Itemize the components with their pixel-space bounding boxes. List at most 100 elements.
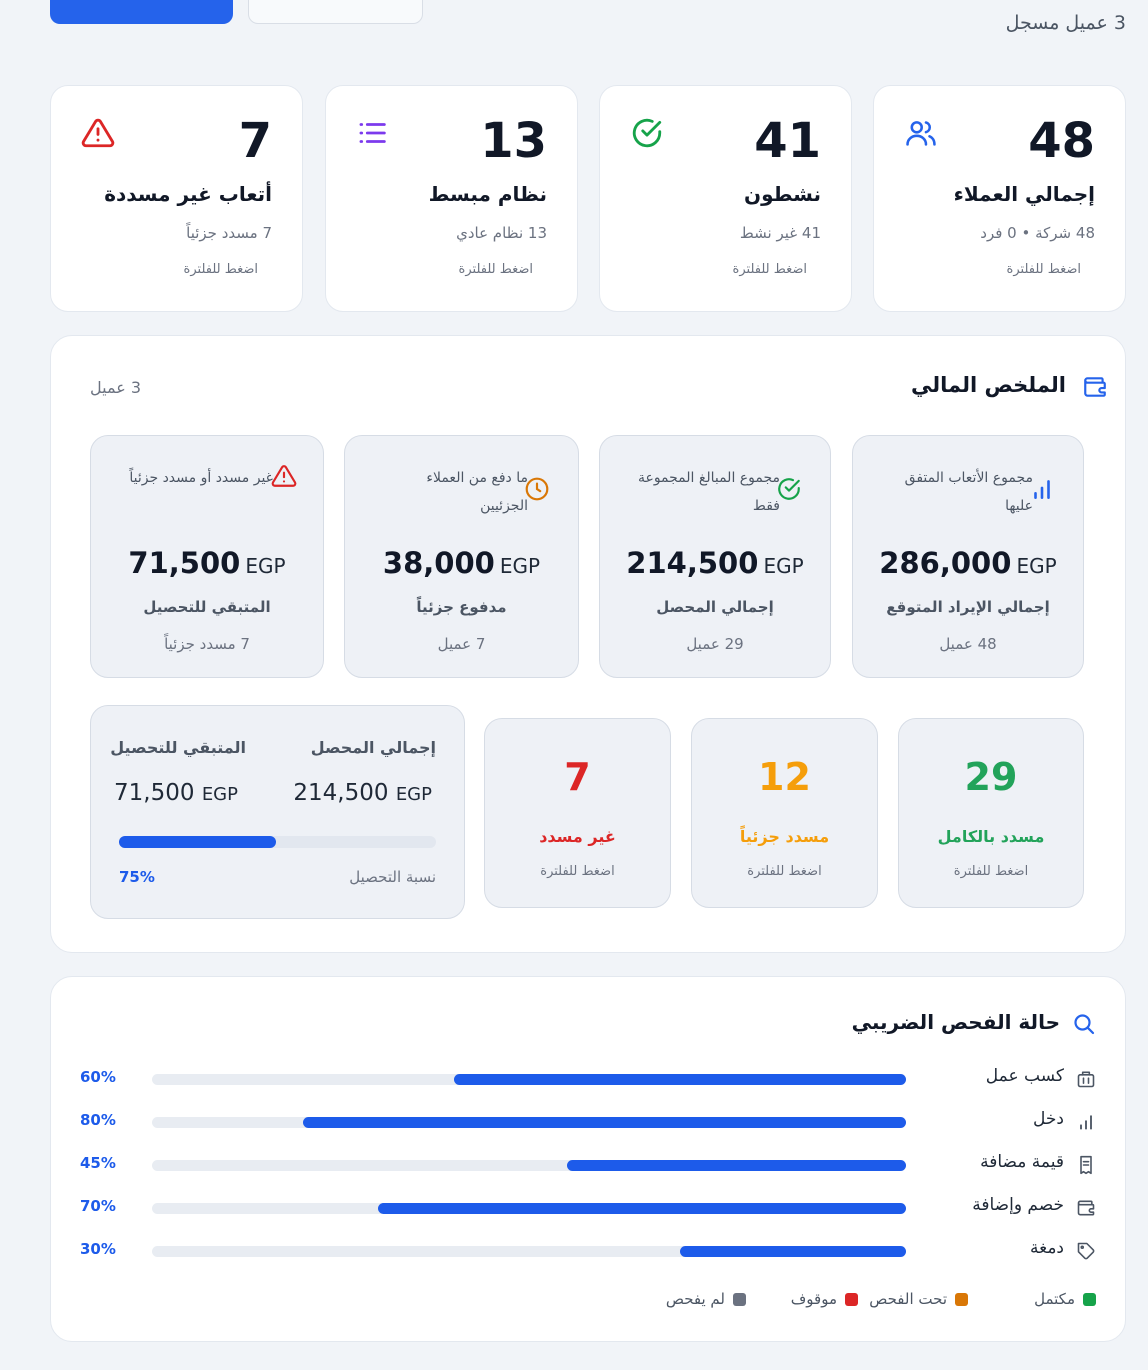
- tax-progress-fill: [566, 1160, 906, 1171]
- status-label: مسدد جزئياً: [739, 827, 830, 846]
- fin-card-caption: إجمالي المحصل: [656, 598, 774, 616]
- fin-card-label: مجموع المبالغ المجموعة فقط: [637, 470, 780, 514]
- tax-progress-track: [152, 1160, 906, 1171]
- fin-card-subtext: 29 عميل: [686, 635, 744, 653]
- legend-item-not-inspected: لم يفحص: [666, 1290, 746, 1308]
- tax-row-income: دخل 80%: [80, 1107, 1098, 1137]
- tax-row-work-income: كسب عمل 60%: [80, 1064, 1098, 1094]
- tax-row-percent: 30%: [80, 1240, 116, 1258]
- status-count: 12: [758, 755, 811, 799]
- tax-progress-track: [152, 1117, 906, 1128]
- tax-row-vat: قيمة مضافة 45%: [80, 1150, 1098, 1180]
- wallet-icon: [1076, 1198, 1096, 1218]
- legend-label: موقوف: [790, 1290, 837, 1308]
- status-card-partially-paid[interactable]: 12 مسدد جزئياً اضغط للفلترة: [691, 718, 878, 908]
- tax-row-percent: 45%: [80, 1154, 116, 1172]
- status-label: مسدد بالكامل: [937, 827, 1045, 846]
- bar-chart-icon: [1029, 476, 1055, 502]
- stat-value: 13: [480, 113, 547, 169]
- legend-item-under-review: تحت الفحص: [869, 1290, 968, 1308]
- tax-row-percent: 60%: [80, 1068, 116, 1086]
- tax-inspection-panel: [50, 976, 1126, 1342]
- legend-label: لم يفحص: [665, 1290, 725, 1308]
- tax-progress-track: [152, 1246, 906, 1257]
- tax-status-legend: مكتمل تحت الفحص موقوف لم يفحص: [640, 1290, 1096, 1312]
- collection-rate-label: نسبة التحصيل: [349, 868, 436, 886]
- status-card-unpaid[interactable]: 7 غير مسدد اضغط للفلترة: [484, 718, 671, 908]
- status-count: 7: [564, 755, 591, 799]
- tax-progress-fill: [302, 1117, 906, 1128]
- check-circle-icon: [630, 116, 664, 150]
- warning-icon: [81, 116, 115, 150]
- tax-progress-fill: [679, 1246, 906, 1257]
- tax-row-percent: 80%: [80, 1111, 116, 1129]
- remaining-label: المتبقي للتحصيل: [110, 738, 246, 757]
- remaining-amount: 71,500 EGP: [114, 780, 238, 806]
- fin-card-amount: 71,500 EGP: [128, 546, 286, 580]
- fin-card-expected-revenue: مجموع الأتعاب المتفق عليها 286,000 EGP إ…: [852, 435, 1084, 678]
- tax-row-stamp: دمغة 30%: [80, 1236, 1098, 1266]
- tax-progress-fill: [378, 1203, 906, 1214]
- tax-row-label: كسب عمل: [985, 1066, 1064, 1086]
- stat-filter-hint: اضغط للفلترة: [458, 262, 533, 277]
- secondary-action-button[interactable]: [248, 0, 423, 24]
- stat-subtitle: 48 شركة • 0 فرد: [980, 224, 1095, 242]
- fin-card-total-collected: مجموع المبالغ المجموعة فقط 214,500 EGP إ…: [599, 435, 831, 678]
- tax-row-withholding: خصم وإضافة 70%: [80, 1193, 1098, 1223]
- tax-row-label: خصم وإضافة: [972, 1195, 1064, 1215]
- stat-filter-hint: اضغط للفلترة: [732, 262, 807, 277]
- stat-title: إجمالي العملاء: [953, 182, 1095, 206]
- stat-filter-hint: اضغط للفلترة: [183, 262, 258, 277]
- financial-summary-title: الملخص المالي: [910, 373, 1066, 397]
- tax-row-label: دمغة: [1030, 1238, 1064, 1258]
- collection-progress-fill: [119, 836, 276, 848]
- collection-rate-value: 75%: [119, 868, 155, 886]
- fin-card-caption: مدفوع جزئياً: [416, 598, 507, 616]
- legend-swatch: [733, 1293, 746, 1306]
- users-icon: [904, 116, 938, 150]
- stat-card-active[interactable]: 41 نشطون 41 غير نشط اضغط للفلترة: [599, 85, 852, 312]
- building-icon: [1076, 1069, 1096, 1089]
- legend-swatch: [1083, 1293, 1096, 1306]
- stat-card-unpaid-fees[interactable]: 7 أتعاب غير مسددة 7 مسدد جزئياً اضغط للف…: [50, 85, 303, 312]
- status-card-fully-paid[interactable]: 29 مسدد بالكامل اضغط للفلترة: [898, 718, 1084, 908]
- search-icon: [1072, 1012, 1096, 1036]
- tax-inspection-title: حالة الفحص الضريبي: [851, 1010, 1060, 1034]
- primary-action-button[interactable]: [50, 0, 233, 24]
- stat-value: 7: [238, 113, 272, 169]
- list-icon: [356, 116, 390, 150]
- tax-row-label: قيمة مضافة: [980, 1152, 1064, 1172]
- clock-icon: [524, 476, 550, 502]
- legend-swatch: [845, 1293, 858, 1306]
- bar-chart-icon: [1076, 1112, 1096, 1132]
- status-count: 29: [964, 755, 1018, 799]
- fin-card-caption: المتبقي للتحصيل: [143, 598, 271, 616]
- fin-card-subtext: 7 عميل: [437, 635, 486, 653]
- fin-card-amount: 286,000 EGP: [879, 546, 1057, 580]
- status-filter-hint: اضغط للفلترة: [953, 864, 1029, 879]
- stat-value: 41: [754, 113, 821, 169]
- stat-title: نظام مبسط: [428, 182, 547, 206]
- stat-subtitle: 41 غير نشط: [739, 224, 821, 242]
- collection-progress-track: [119, 836, 436, 848]
- fin-card-subtext: 48 عميل: [939, 635, 997, 653]
- fin-card-label: غير مسدد أو مسدد جزئياً: [129, 470, 273, 486]
- stat-subtitle: 7 مسدد جزئياً: [186, 224, 272, 242]
- registered-count: 3 عميل مسجل: [1005, 12, 1126, 34]
- fin-card-amount: 38,000 EGP: [382, 546, 541, 580]
- stat-subtitle: 13 نظام عادي: [456, 224, 547, 242]
- legend-label: مكتمل: [1034, 1290, 1075, 1308]
- stat-value: 48: [1028, 113, 1095, 169]
- stat-filter-hint: اضغط للفلترة: [1006, 262, 1081, 277]
- collected-label: إجمالي المحصل: [310, 738, 436, 757]
- fin-card-remaining: غير مسدد أو مسدد جزئياً 71,500 EGP المتب…: [90, 435, 324, 678]
- legend-label: تحت الفحص: [869, 1290, 947, 1308]
- status-label: غير مسدد: [539, 827, 616, 846]
- tax-progress-track: [152, 1203, 906, 1214]
- warning-icon: [271, 463, 297, 489]
- fin-card-label: ما دفع من العملاء الجزئيين: [426, 470, 528, 514]
- tax-progress-fill: [453, 1074, 906, 1085]
- stat-card-total-clients[interactable]: 48 إجمالي العملاء 48 شركة • 0 فرد اضغط ل…: [873, 85, 1126, 312]
- stat-card-simple-system[interactable]: 13 نظام مبسط 13 نظام عادي اضغط للفلترة: [325, 85, 578, 312]
- legend-item-complete: مكتمل: [1034, 1290, 1096, 1308]
